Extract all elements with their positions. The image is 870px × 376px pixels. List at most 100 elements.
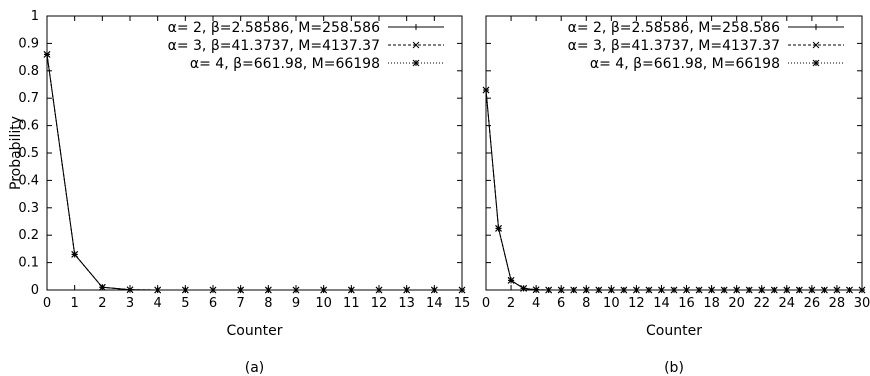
y-tick-label: 1 [31,9,39,24]
data-point [293,287,299,293]
data-point [545,287,552,293]
data-point [182,287,189,293]
legend-marker [412,41,420,49]
y-tick-label: 0.3 [18,201,39,216]
data-point [558,287,565,293]
x-tick-label: 22 [753,296,770,311]
x-tick-label: 11 [343,296,360,311]
x-tick-label: 8 [582,296,590,311]
data-point [127,286,133,293]
data-point [154,287,161,293]
data-point [608,287,615,293]
series-line [46,54,462,291]
x-tick-label: 30 [854,296,870,311]
x-tick-label: 6 [209,296,217,311]
x-tick-label: 1 [71,296,79,311]
x-tick-label: 7 [237,296,245,311]
x-axis-label: Counter [227,323,283,339]
data-point [376,287,382,293]
series-line [485,89,862,291]
data-point [595,287,602,293]
y-tick-label: 0.7 [18,91,39,106]
data-point [99,284,106,291]
x-tick-label: 12 [371,296,388,311]
x-tick-label: 3 [126,296,134,311]
y-tick-label: 0.4 [18,173,39,188]
data-point [620,287,627,293]
legend-label: α= 4, β=661.98, M=66198 [190,56,380,72]
x-axis-label: Counter [646,323,702,339]
y-tick-label: 0 [31,283,39,298]
data-point [633,287,640,293]
y-tick-label: 0.8 [18,64,39,79]
data-point [431,287,438,293]
legend-label: α= 2, β=2.58586, M=258.586 [568,20,780,36]
x-tick-label: 16 [678,296,695,311]
data-point [483,86,489,93]
data-point [533,286,540,293]
data-point [44,51,50,58]
legend-marker [813,24,819,30]
x-tick-label: 12 [628,296,645,311]
legend-label: α= 3, β=41.3737, M=4137.37 [568,38,780,54]
legend-marker [413,24,419,30]
data-point [508,277,515,284]
x-tick-label: 14 [653,296,670,311]
data-point [859,287,865,293]
panel-caption: (b) [664,360,684,376]
y-tick-label: 0.6 [18,119,39,134]
y-tick-label: 0.2 [18,228,39,243]
data-point [808,287,815,293]
data-point [708,287,715,293]
panel-caption: (a) [245,360,265,376]
data-point [721,287,728,293]
data-point [783,287,790,293]
data-point [658,287,665,293]
panel-b: 0 2 4 6 8 10 12 14 16 18 20 22 24 26 28 30Counter(b)α= … [482,15,870,376]
data-point [403,287,410,293]
legend-marker [812,59,820,67]
x-tick-label: 18 [703,296,720,311]
data-point [237,287,244,293]
y-tick-label: 0.9 [18,36,39,51]
x-tick-label: 26 [804,296,821,311]
data-point [696,287,703,293]
x-tick-label: 6 [557,296,565,311]
x-tick-label: 20 [728,296,745,311]
data-point [495,225,502,232]
y-tick-label: 0.5 [18,146,39,161]
data-point [771,287,778,293]
data-point [583,287,590,293]
data-point [671,287,677,293]
x-tick-label: 5 [181,296,189,311]
legend-label: α= 2, β=2.58586, M=258.586 [168,20,380,36]
series-line [485,89,862,291]
x-tick-label: 15 [454,296,471,311]
series-line [46,54,462,291]
x-tick-label: 9 [292,296,300,311]
x-tick-label: 0 [43,296,51,311]
data-point [821,287,828,293]
x-tick-label: 10 [315,296,332,311]
data-point [348,287,355,293]
y-tick-label: 0.1 [18,256,39,271]
x-tick-label: 10 [603,296,620,311]
data-point [796,287,803,293]
data-point [758,287,765,293]
data-point [210,287,216,293]
series-line [485,89,862,291]
x-tick-label: 13 [398,296,415,311]
data-point [733,287,740,293]
data-point [746,287,753,293]
data-point [71,251,78,258]
x-tick-label: 0 [482,296,490,311]
legend-marker [412,59,420,67]
data-point [320,287,327,293]
x-tick-label: 2 [98,296,106,311]
data-point [645,287,652,293]
x-tick-label: 8 [264,296,272,311]
x-tick-label: 4 [154,296,162,311]
data-point [570,287,577,293]
y-axis-label: Probability [8,116,24,190]
data-point [833,287,840,293]
